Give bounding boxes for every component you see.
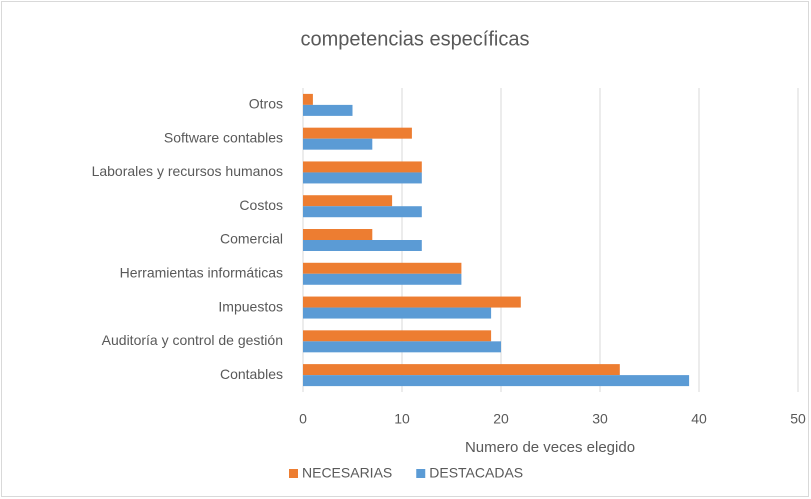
y-tick-label: Comercial: [220, 231, 283, 247]
y-tick-label: Herramientas informáticas: [120, 264, 283, 280]
bar: [303, 195, 393, 207]
bar: [303, 104, 353, 116]
bar: [303, 330, 492, 342]
bar: [303, 93, 313, 105]
x-axis-label: Numero de veces elegido: [465, 439, 635, 456]
x-tick-label: 10: [394, 411, 410, 427]
y-tick-label: Impuestos: [218, 298, 283, 314]
bar: [303, 127, 412, 139]
bar: [303, 273, 462, 285]
bar: [303, 341, 501, 353]
legend-swatch: [416, 469, 426, 478]
bar: [303, 229, 373, 240]
bar: [303, 296, 521, 308]
y-tick-label: Otros: [249, 96, 283, 112]
y-tick-label: Auditoría y control de gestión: [102, 332, 283, 348]
legend-label: DESTACADAS: [429, 465, 523, 481]
y-tick-label: Costos: [239, 197, 283, 213]
y-tick-label: Software contables: [164, 129, 283, 145]
bar: [303, 206, 422, 218]
bar: [303, 364, 620, 376]
x-tick-label: 40: [691, 411, 707, 427]
legend-label: NECESARIAS: [302, 465, 392, 481]
y-tick-label: Laborales y recursos humanos: [92, 163, 283, 179]
bar: [303, 375, 690, 387]
bar: [303, 138, 373, 150]
chart-title: competencias específicas: [300, 28, 529, 50]
x-tick-label: 50: [790, 411, 806, 427]
bar: [303, 161, 422, 173]
bar: [303, 240, 422, 251]
bar: [303, 307, 492, 319]
legend-swatch: [289, 469, 298, 478]
x-tick-label: 20: [493, 411, 509, 427]
bar: [303, 172, 422, 184]
x-tick-label: 0: [299, 411, 307, 427]
x-tick-label: 30: [592, 411, 608, 427]
y-tick-label: Contables: [220, 366, 283, 382]
bar: [303, 262, 462, 274]
